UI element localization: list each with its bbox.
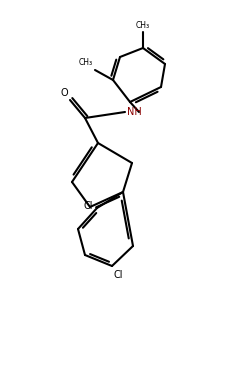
Text: CH₃: CH₃ bbox=[136, 21, 150, 30]
Text: Cl: Cl bbox=[83, 201, 93, 211]
Text: NH: NH bbox=[127, 107, 142, 117]
Text: O: O bbox=[60, 88, 68, 98]
Text: CH₃: CH₃ bbox=[79, 58, 93, 67]
Text: Cl: Cl bbox=[114, 270, 123, 280]
